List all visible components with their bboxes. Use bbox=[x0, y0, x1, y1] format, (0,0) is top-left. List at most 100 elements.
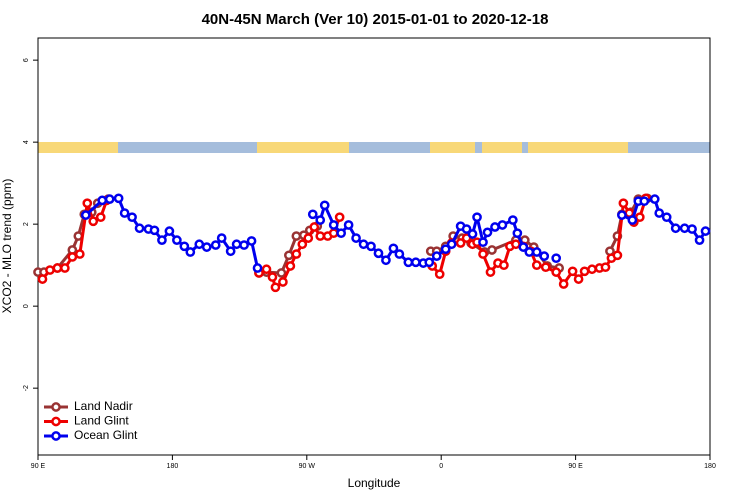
point bbox=[343, 220, 354, 230]
point bbox=[617, 210, 627, 220]
point bbox=[315, 215, 326, 225]
point bbox=[531, 247, 542, 257]
point bbox=[618, 198, 629, 209]
point bbox=[366, 241, 376, 252]
point bbox=[661, 212, 672, 223]
point bbox=[284, 250, 294, 261]
point bbox=[45, 265, 55, 275]
point bbox=[67, 252, 78, 262]
point bbox=[487, 245, 497, 255]
y-tick-label: 4 bbox=[23, 140, 30, 144]
point bbox=[551, 267, 562, 277]
point bbox=[97, 195, 108, 206]
x-tick-label: 90 W bbox=[299, 463, 316, 470]
legend-label: Land Nadir bbox=[74, 399, 133, 413]
point bbox=[511, 239, 521, 250]
point bbox=[700, 226, 711, 236]
point bbox=[315, 231, 326, 241]
point bbox=[82, 198, 93, 209]
point bbox=[524, 247, 535, 257]
point bbox=[194, 239, 205, 250]
point bbox=[424, 257, 435, 268]
point bbox=[336, 228, 346, 239]
point bbox=[373, 248, 384, 259]
point bbox=[403, 257, 414, 268]
legend-label: Land Glint bbox=[74, 414, 129, 428]
point bbox=[440, 244, 451, 255]
point bbox=[328, 220, 339, 230]
y-axis-label: XCO2 - MLO trend (ppm) bbox=[0, 179, 14, 314]
chart-title: 40N-45N March (Ver 10) 2015-01-01 to 202… bbox=[202, 11, 549, 28]
point bbox=[394, 249, 405, 259]
point bbox=[328, 228, 339, 239]
point bbox=[639, 196, 650, 207]
point bbox=[467, 229, 478, 239]
point bbox=[225, 246, 236, 257]
point bbox=[88, 216, 99, 227]
y-tick-label: 2 bbox=[23, 222, 30, 226]
point bbox=[74, 249, 85, 259]
point bbox=[485, 267, 496, 277]
point bbox=[461, 224, 472, 234]
land-strip bbox=[257, 142, 349, 153]
point bbox=[179, 241, 190, 252]
point bbox=[246, 236, 257, 246]
point bbox=[291, 249, 302, 259]
land-strip bbox=[430, 142, 475, 153]
point bbox=[164, 226, 175, 236]
point bbox=[388, 243, 399, 254]
legend-marker bbox=[51, 402, 61, 412]
point bbox=[307, 209, 318, 220]
point bbox=[185, 247, 196, 257]
point bbox=[472, 212, 482, 223]
point bbox=[261, 264, 272, 275]
point bbox=[587, 264, 597, 275]
point bbox=[119, 208, 130, 218]
x-tick-label: 90 E bbox=[31, 463, 46, 470]
point bbox=[157, 235, 167, 245]
point bbox=[95, 212, 106, 223]
point bbox=[239, 240, 249, 250]
point bbox=[694, 235, 705, 245]
point bbox=[539, 251, 550, 261]
y-tick-label: -2 bbox=[23, 385, 30, 391]
point bbox=[455, 238, 466, 248]
point bbox=[278, 277, 288, 287]
point bbox=[358, 239, 369, 250]
point bbox=[216, 233, 227, 243]
point bbox=[334, 212, 345, 223]
point bbox=[600, 262, 611, 273]
point bbox=[276, 268, 287, 278]
point bbox=[679, 223, 690, 234]
point bbox=[210, 240, 221, 250]
point bbox=[490, 222, 500, 232]
point bbox=[351, 233, 361, 243]
point bbox=[172, 235, 182, 245]
point bbox=[134, 223, 145, 234]
point bbox=[434, 269, 445, 280]
point bbox=[303, 233, 314, 243]
point bbox=[113, 193, 124, 204]
point bbox=[518, 242, 529, 252]
point bbox=[512, 228, 523, 239]
point bbox=[297, 239, 308, 250]
ocean-strip bbox=[38, 142, 710, 153]
land-strip bbox=[482, 142, 522, 153]
point bbox=[37, 274, 48, 284]
point bbox=[478, 237, 488, 248]
x-axis-label: Longitude bbox=[348, 476, 401, 490]
point bbox=[551, 253, 562, 264]
land-ocean-strip bbox=[38, 142, 710, 153]
x-tick-label: 0 bbox=[439, 463, 443, 470]
point bbox=[634, 212, 645, 223]
point bbox=[201, 242, 212, 252]
point bbox=[478, 249, 488, 259]
point bbox=[531, 260, 542, 271]
point bbox=[267, 272, 278, 282]
point bbox=[670, 223, 681, 234]
x-tick-label: 90 E bbox=[568, 463, 583, 470]
point bbox=[80, 210, 91, 220]
land-strip bbox=[528, 142, 628, 153]
y-tick-label: 0 bbox=[23, 304, 30, 308]
